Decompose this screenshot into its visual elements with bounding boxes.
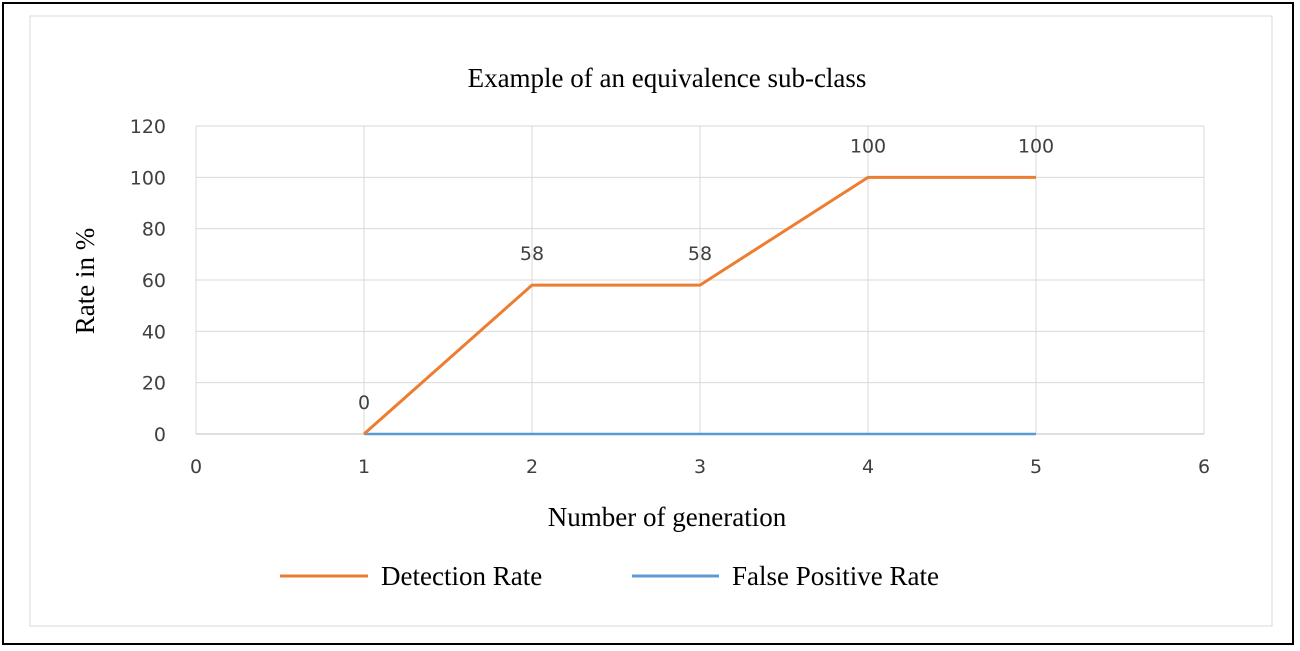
y-tick-label: 40 <box>142 321 166 343</box>
chart-title: Example of an equivalence sub-class <box>468 63 867 93</box>
data-labels: 0 58 58 100 100 <box>358 135 1054 414</box>
y-tick-label: 60 <box>142 270 166 292</box>
x-tick-label: 5 <box>1030 456 1042 478</box>
data-label: 100 <box>1018 135 1054 157</box>
y-tick-label: 120 <box>130 116 166 138</box>
gridlines <box>195 125 1205 434</box>
chart-area-border <box>29 15 1273 627</box>
x-tick-label: 4 <box>862 456 874 478</box>
legend-label: Detection Rate <box>381 561 542 591</box>
detection-rate-line <box>363 175 1036 436</box>
data-label: 0 <box>358 392 370 414</box>
data-label: 58 <box>520 243 544 265</box>
legend: Detection Rate False Positive Rate <box>280 561 939 591</box>
y-tick-label: 80 <box>142 219 166 241</box>
x-tick-label: 6 <box>1198 456 1210 478</box>
y-tick-label: 20 <box>142 373 166 395</box>
y-axis-title: Rate in % <box>70 228 100 334</box>
data-label: 58 <box>688 243 712 265</box>
series-lines <box>363 175 1036 436</box>
x-tick-label: 2 <box>526 456 538 478</box>
x-tick-label: 0 <box>190 456 202 478</box>
x-tick-label: 3 <box>694 456 706 478</box>
x-axis-title: Number of generation <box>548 502 787 532</box>
y-tick-label: 100 <box>130 167 166 189</box>
y-tick-label: 0 <box>154 424 166 446</box>
data-label: 100 <box>850 135 886 157</box>
tick-labels: 0 20 40 60 80 100 120 0 1 2 3 4 5 6 <box>130 116 1210 478</box>
legend-label: False Positive Rate <box>732 561 939 591</box>
x-tick-label: 1 <box>358 456 370 478</box>
